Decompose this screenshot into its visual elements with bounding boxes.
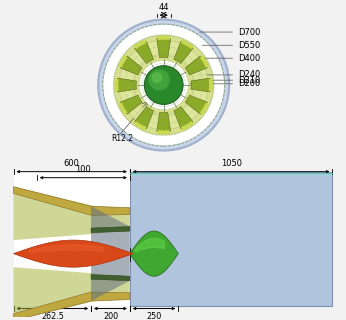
Circle shape — [114, 35, 213, 135]
Wedge shape — [157, 130, 170, 134]
Wedge shape — [168, 113, 180, 129]
Wedge shape — [129, 50, 145, 67]
Text: 12.9°: 12.9° — [152, 257, 172, 266]
Text: D700: D700 — [200, 28, 261, 36]
Wedge shape — [185, 56, 207, 75]
Text: D210: D210 — [194, 76, 261, 85]
Circle shape — [152, 72, 162, 83]
Wedge shape — [200, 55, 209, 68]
Wedge shape — [181, 40, 194, 49]
Wedge shape — [135, 41, 154, 63]
Text: R12.2: R12.2 — [112, 134, 134, 143]
Wedge shape — [147, 113, 159, 129]
FancyBboxPatch shape — [130, 172, 333, 306]
Wedge shape — [115, 79, 119, 92]
Wedge shape — [119, 90, 136, 101]
Circle shape — [148, 69, 170, 91]
Polygon shape — [13, 292, 130, 320]
Wedge shape — [147, 41, 159, 57]
Wedge shape — [200, 102, 209, 115]
Polygon shape — [91, 206, 130, 301]
Wedge shape — [168, 41, 180, 57]
Wedge shape — [135, 107, 154, 129]
Polygon shape — [13, 240, 133, 267]
Polygon shape — [13, 187, 130, 215]
Wedge shape — [120, 95, 142, 114]
Circle shape — [144, 66, 183, 104]
FancyBboxPatch shape — [13, 172, 130, 306]
Wedge shape — [117, 78, 136, 92]
Wedge shape — [118, 102, 128, 115]
Wedge shape — [185, 95, 207, 114]
Wedge shape — [174, 107, 193, 129]
Wedge shape — [157, 112, 171, 132]
Wedge shape — [209, 79, 213, 92]
Text: 44: 44 — [158, 3, 169, 12]
Wedge shape — [134, 40, 146, 49]
Polygon shape — [13, 187, 130, 240]
Circle shape — [139, 60, 188, 110]
Wedge shape — [134, 121, 146, 131]
Wedge shape — [118, 55, 128, 68]
Wedge shape — [129, 104, 145, 120]
Wedge shape — [182, 50, 199, 67]
Wedge shape — [120, 56, 142, 75]
Polygon shape — [91, 275, 130, 281]
Wedge shape — [191, 78, 211, 92]
Text: D550: D550 — [202, 41, 261, 50]
Wedge shape — [182, 104, 199, 120]
Wedge shape — [191, 90, 208, 101]
Text: 250: 250 — [146, 312, 162, 320]
Polygon shape — [130, 231, 178, 276]
Wedge shape — [191, 69, 208, 81]
Text: D200: D200 — [190, 79, 261, 88]
Text: 100: 100 — [75, 165, 91, 174]
Text: 262.5: 262.5 — [41, 312, 64, 320]
Text: 200: 200 — [103, 312, 118, 320]
Polygon shape — [91, 227, 130, 233]
Wedge shape — [174, 41, 193, 63]
Text: 12.1°: 12.1° — [152, 243, 172, 252]
Polygon shape — [13, 267, 130, 320]
Wedge shape — [157, 36, 170, 40]
Wedge shape — [157, 38, 171, 58]
Text: D400: D400 — [202, 54, 261, 63]
Wedge shape — [181, 121, 194, 131]
Circle shape — [103, 25, 224, 145]
Text: 1050: 1050 — [221, 159, 242, 168]
Circle shape — [98, 20, 229, 150]
Wedge shape — [119, 69, 136, 81]
Text: D240: D240 — [198, 70, 261, 79]
Text: 600: 600 — [64, 159, 80, 168]
